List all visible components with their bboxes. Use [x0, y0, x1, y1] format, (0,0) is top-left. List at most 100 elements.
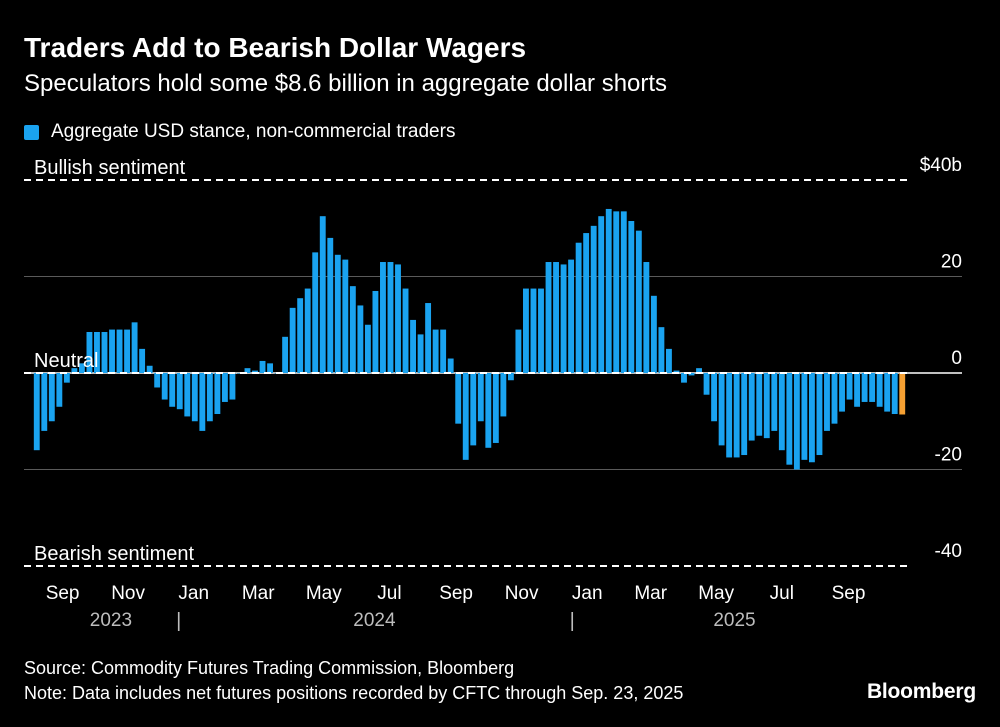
bar — [372, 290, 379, 373]
legend-swatch — [24, 124, 39, 140]
bar — [771, 373, 778, 431]
bar — [33, 373, 40, 451]
bar — [756, 373, 763, 436]
bar-latest — [899, 373, 906, 415]
bar — [78, 363, 85, 373]
bar — [854, 373, 861, 407]
bar — [500, 373, 507, 417]
bar — [63, 373, 70, 383]
bar — [726, 373, 733, 458]
bar — [793, 373, 800, 470]
bar — [282, 336, 289, 373]
y-tick-label: -40 — [935, 541, 962, 562]
bar — [869, 373, 876, 402]
bar — [56, 373, 63, 407]
x-month-label: Sep — [439, 583, 473, 604]
bar — [808, 373, 815, 463]
bar — [681, 373, 687, 383]
bar — [613, 211, 620, 373]
bar — [786, 373, 793, 465]
bar — [94, 331, 100, 373]
bar — [342, 259, 349, 373]
bar — [560, 264, 567, 373]
bar — [575, 242, 582, 373]
legend: Aggregate USD stance, non-commercial tra… — [24, 121, 455, 143]
bar — [778, 373, 785, 451]
bar — [395, 264, 401, 373]
bar — [139, 348, 146, 374]
bar — [109, 329, 115, 373]
bar — [387, 262, 394, 373]
bar — [824, 373, 830, 431]
bar — [455, 373, 462, 424]
bar — [191, 373, 198, 422]
bar — [402, 288, 409, 373]
x-month-label: Jan — [572, 583, 603, 604]
x-month-label: May — [698, 583, 734, 604]
x-year-separator: | — [176, 610, 181, 632]
x-month-label: Jul — [377, 583, 401, 604]
bar — [507, 373, 514, 381]
bar — [169, 373, 176, 407]
bar — [553, 262, 559, 373]
x-year-label: 2025 — [713, 610, 755, 631]
bar — [199, 373, 206, 431]
bar — [530, 288, 537, 373]
source-note: Source: Commodity Futures Trading Commis… — [24, 658, 515, 678]
bar — [696, 368, 702, 373]
bar — [485, 373, 492, 448]
bar — [221, 373, 228, 402]
bar — [816, 373, 823, 456]
bar — [214, 373, 221, 415]
bar — [432, 329, 439, 373]
bar — [41, 373, 48, 431]
bar — [658, 327, 665, 373]
data-note: Note: Data includes net futures position… — [24, 683, 684, 703]
bar — [650, 295, 657, 373]
bar — [380, 262, 386, 373]
chart-subtitle: Speculators hold some $8.6 billion in ag… — [24, 70, 668, 97]
bar — [237, 373, 243, 374]
bar — [101, 331, 108, 373]
bar — [470, 373, 477, 446]
bar — [711, 373, 718, 422]
y-tick-label: $40b — [920, 155, 962, 176]
bar — [334, 254, 341, 373]
bar — [357, 305, 364, 373]
x-year-separator: | — [570, 610, 575, 632]
bar — [267, 363, 273, 373]
chart-title: Traders Add to Bearish Dollar Wagers — [24, 32, 527, 63]
bar — [891, 373, 898, 415]
y-tick-label: 0 — [951, 348, 962, 369]
bar — [319, 216, 326, 373]
bar — [327, 237, 334, 373]
bar — [523, 288, 529, 373]
bar — [831, 373, 838, 424]
bar — [146, 365, 153, 373]
bar — [666, 348, 672, 374]
bar — [590, 225, 597, 373]
bar — [688, 373, 695, 376]
x-month-label: May — [306, 583, 342, 604]
x-month-label: Jan — [178, 583, 209, 604]
bar — [124, 329, 131, 373]
bar — [48, 373, 55, 422]
bar — [447, 358, 454, 373]
bar — [477, 373, 484, 422]
bar — [440, 329, 447, 373]
bar — [635, 230, 642, 373]
bloomberg-logo: Bloomberg — [866, 680, 976, 703]
bar — [876, 373, 883, 407]
bar — [598, 216, 605, 373]
bar — [297, 298, 304, 373]
bar — [154, 373, 161, 388]
bar — [364, 324, 371, 373]
bar — [206, 373, 213, 422]
bar — [703, 373, 710, 395]
bar — [846, 373, 853, 400]
bar — [417, 334, 424, 373]
reference-lines-layer — [24, 179, 908, 567]
bar — [545, 262, 552, 373]
bar — [861, 373, 868, 402]
